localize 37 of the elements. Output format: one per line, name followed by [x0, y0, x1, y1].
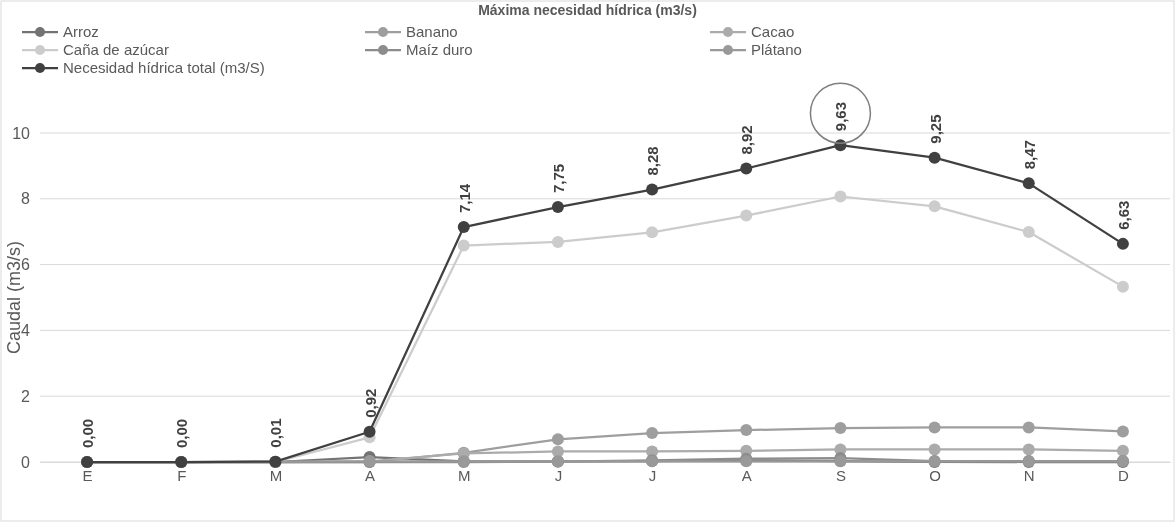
- x-tick-label: J: [648, 466, 657, 484]
- legend-label: Caña de azúcar: [63, 41, 169, 58]
- chart-title: Máxima necesidad hídrica (m3/s): [478, 2, 697, 18]
- x-tick-label: M: [269, 466, 283, 484]
- data-label: 7,14: [455, 183, 473, 214]
- x-tick-label: A: [741, 466, 752, 484]
- legend-label: Plátano: [751, 41, 802, 58]
- data-label: 8,47: [1020, 140, 1038, 170]
- x-tick-label: M: [458, 466, 471, 484]
- y-tick-label: 2: [21, 387, 31, 405]
- x-tick-label: E: [82, 466, 93, 484]
- data-label: 9,63: [832, 101, 850, 132]
- x-tick-label: J: [554, 466, 563, 484]
- data-label: 0,92: [361, 388, 379, 418]
- y-tick-label: 6: [21, 256, 31, 274]
- x-tick-label: S: [835, 466, 846, 484]
- y-tick-label: 8: [21, 190, 31, 208]
- x-tick-label: A: [365, 466, 376, 484]
- y-tick-label: 10: [12, 124, 31, 142]
- legend-label: Maíz duro: [406, 41, 473, 58]
- data-label: 6,63: [1114, 200, 1132, 230]
- x-tick-label: O: [929, 466, 941, 484]
- data-label: 0,00: [173, 418, 191, 448]
- x-tick-label: N: [1023, 466, 1035, 484]
- data-label: 7,75: [549, 163, 567, 194]
- data-label: 8,92: [738, 125, 756, 155]
- x-tick-label: F: [177, 466, 187, 484]
- data-label: 0,00: [79, 418, 97, 448]
- legend-label: Cacao: [751, 23, 795, 40]
- data-label: 9,25: [926, 114, 944, 144]
- data-label: 0,01: [267, 418, 285, 448]
- x-tick-label: D: [1117, 466, 1129, 484]
- y-tick-label: 0: [21, 453, 31, 471]
- legend-label: Necesidad hídrica total (m3/S): [63, 59, 265, 76]
- legend-label: Banano: [406, 23, 458, 40]
- legend-label: Arroz: [63, 23, 99, 40]
- data-label: 8,28: [644, 146, 662, 176]
